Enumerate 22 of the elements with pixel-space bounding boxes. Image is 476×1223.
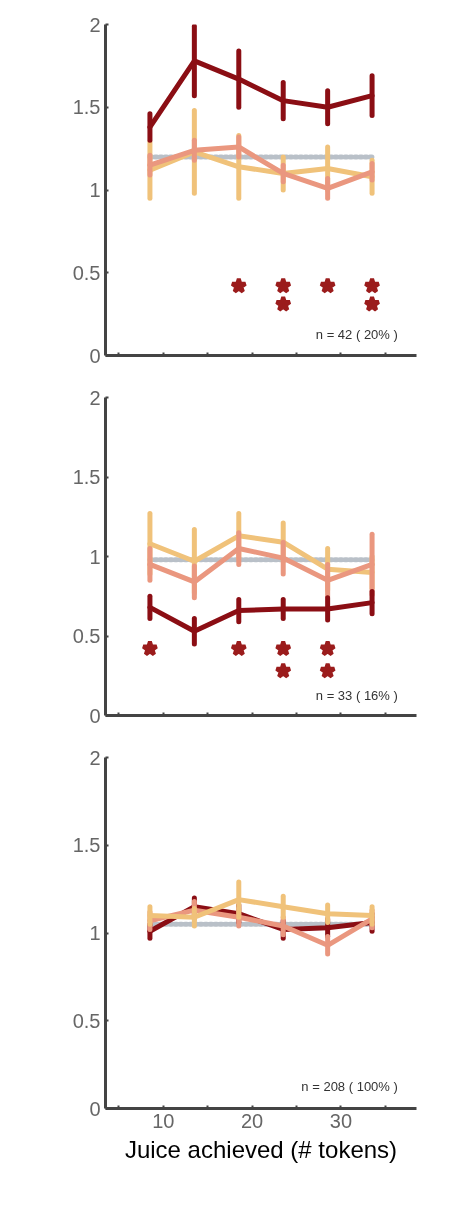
x-tick-label: 20: [240, 1109, 264, 1132]
y-tick-label: 1.5: [72, 466, 101, 488]
y-tick-label: 0: [89, 704, 101, 727]
y-tick-label: 1: [89, 922, 101, 944]
y-tick-label: 2: [89, 746, 101, 769]
y-tick-label: 0: [89, 344, 101, 367]
x-tick-label: 10: [152, 1109, 175, 1132]
y-tick-label: 0.5: [72, 261, 101, 284]
y-tick-label: 1: [89, 545, 101, 568]
annotation: n = 33 ( 16% ): [315, 687, 398, 703]
x-axis-title: Juice achieved (# tokens): [124, 1135, 398, 1163]
y-tick-label: 1.5: [72, 96, 101, 119]
annotation: n = 208 ( 100% ): [301, 1079, 398, 1095]
y-tick-label: 1.5: [72, 834, 101, 857]
y-tick-label: 0.5: [72, 1009, 101, 1032]
y-tick-label: 0.5: [72, 625, 101, 647]
x-tick-label: 30: [329, 1109, 353, 1132]
y-tick-label: 1: [89, 179, 101, 201]
y-tick-label: 2: [89, 13, 101, 36]
annotation: n = 42 ( 20% ): [315, 327, 398, 343]
y-tick-label: 2: [89, 386, 101, 409]
y-tick-label: 0: [89, 1097, 101, 1120]
